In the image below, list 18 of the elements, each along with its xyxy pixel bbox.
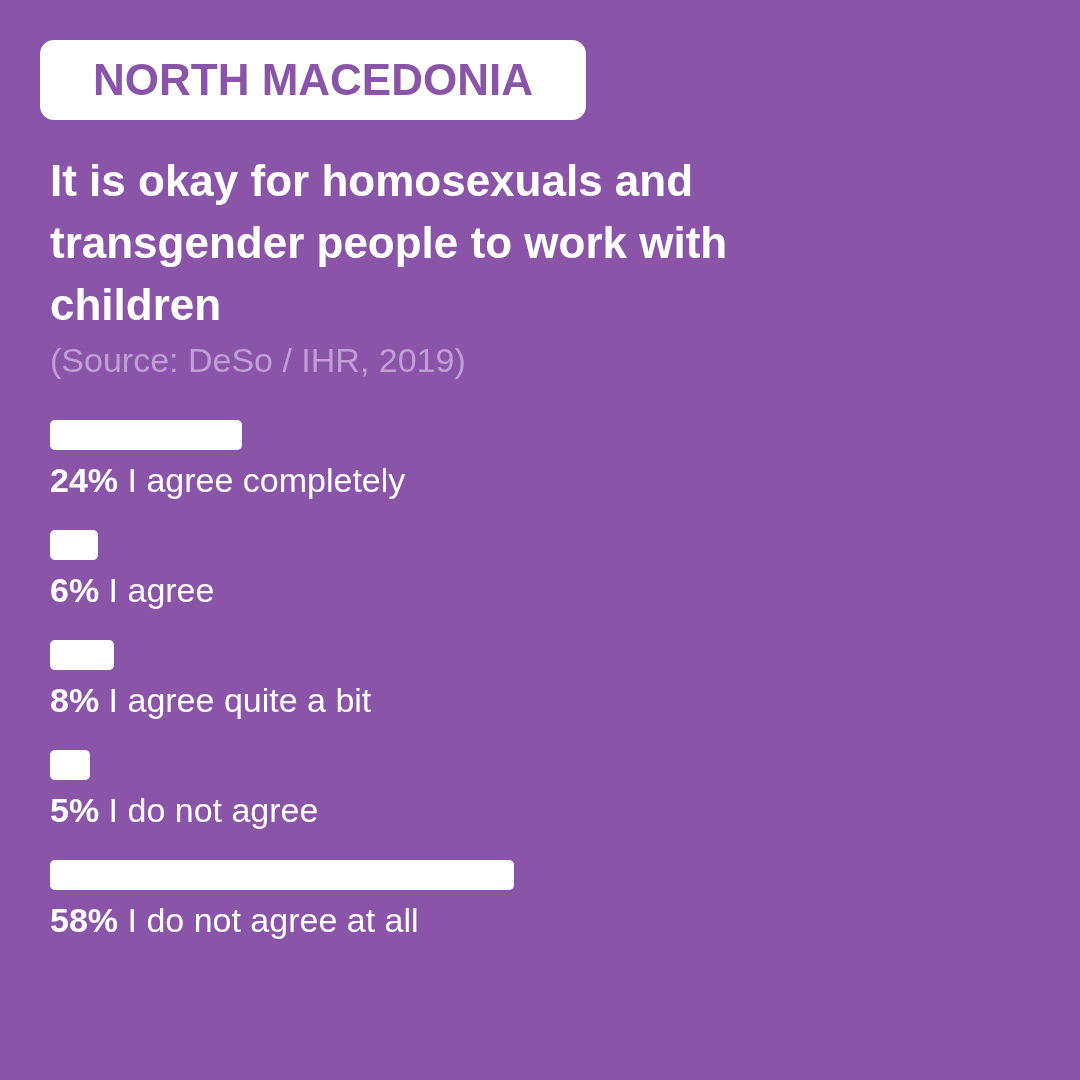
chart-subtitle: It is okay for homosexuals and transgender people to work with children xyxy=(50,156,728,329)
y-tick-label: I agree quite a bit xyxy=(108,681,372,719)
bar xyxy=(50,640,114,670)
data-label: 58% xyxy=(50,901,119,939)
y-tick-label: I do not agree xyxy=(108,791,319,829)
data-label: 8% xyxy=(50,681,100,719)
bar xyxy=(50,750,90,780)
y-tick-label: I do not agree at all xyxy=(127,901,419,939)
bar xyxy=(50,860,514,890)
data-label: 24% xyxy=(50,461,119,499)
chart-title: NORTH MACEDONIA xyxy=(93,55,533,104)
bar xyxy=(50,420,242,450)
text: (Source: DeSo / IHR, 2019) xyxy=(50,341,466,379)
data-label: 6% xyxy=(50,571,100,609)
y-tick-label: I agree completely xyxy=(127,461,406,499)
bar xyxy=(50,530,98,560)
y-tick-label: I agree xyxy=(108,571,215,609)
data-label: 5% xyxy=(50,791,100,829)
